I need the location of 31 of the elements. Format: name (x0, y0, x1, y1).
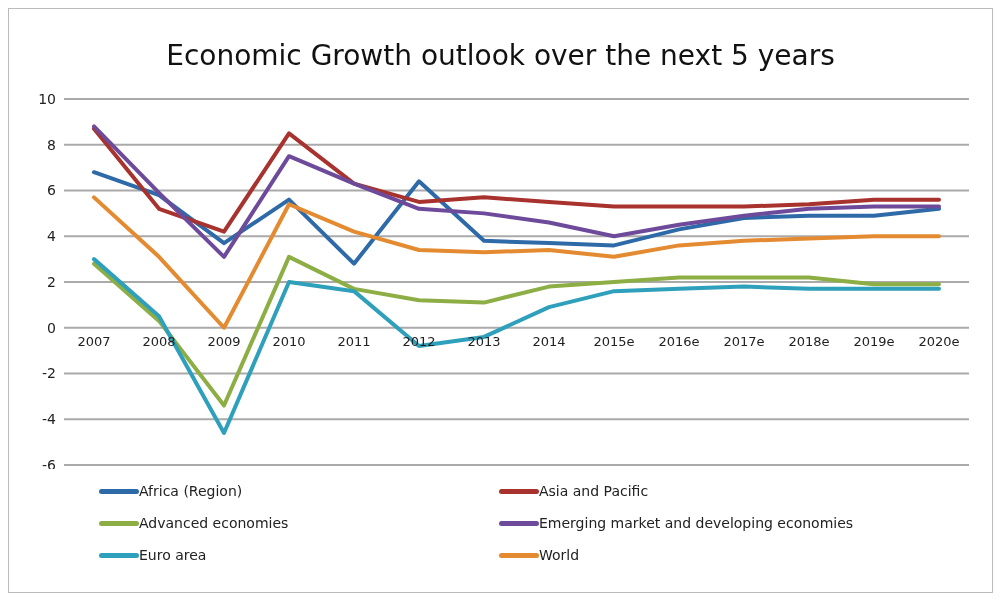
x-tick-label: 2017e (723, 333, 765, 349)
x-tick-label: 2014 (532, 333, 566, 349)
y-tick-label: -2 (42, 365, 56, 382)
chart-title: Economic Growth outlook over the next 5 years (165, 38, 836, 74)
x-tick-label: 2010 (272, 333, 306, 349)
line-series (92, 170, 941, 266)
line-series (92, 195, 941, 330)
y-tick-label: 8 (47, 136, 56, 153)
y-tick-label: 4 (47, 228, 57, 245)
legend-label: Emerging market and developing economies (539, 515, 854, 531)
line-series (92, 124, 941, 259)
x-tick-label: 2007 (77, 333, 111, 349)
x-tick-label: 2019e (853, 333, 895, 349)
x-tick-label: 2009 (207, 333, 241, 349)
y-tick-label: 2 (47, 273, 56, 290)
x-tick-label: 2020e (918, 333, 960, 349)
legend-label: Asia and Pacific (539, 483, 649, 499)
x-tick-label: 2013 (467, 333, 501, 349)
legend-label: Africa (Region) (139, 483, 243, 499)
y-tick-label: 0 (47, 319, 56, 336)
x-tick-label: 2015e (593, 333, 635, 349)
y-tick-label: -4 (42, 411, 57, 428)
legend-label: World (539, 547, 580, 563)
line-series (92, 126, 941, 234)
x-tick-label: 2011 (337, 333, 371, 349)
legend-label: Euro area (139, 547, 207, 563)
y-tick-label: 6 (47, 182, 57, 199)
x-tick-label: 2018e (788, 333, 830, 349)
x-tick-label: 2016e (658, 333, 700, 349)
y-tick-label: 10 (38, 90, 56, 107)
legend-label: Advanced economies (139, 515, 289, 531)
